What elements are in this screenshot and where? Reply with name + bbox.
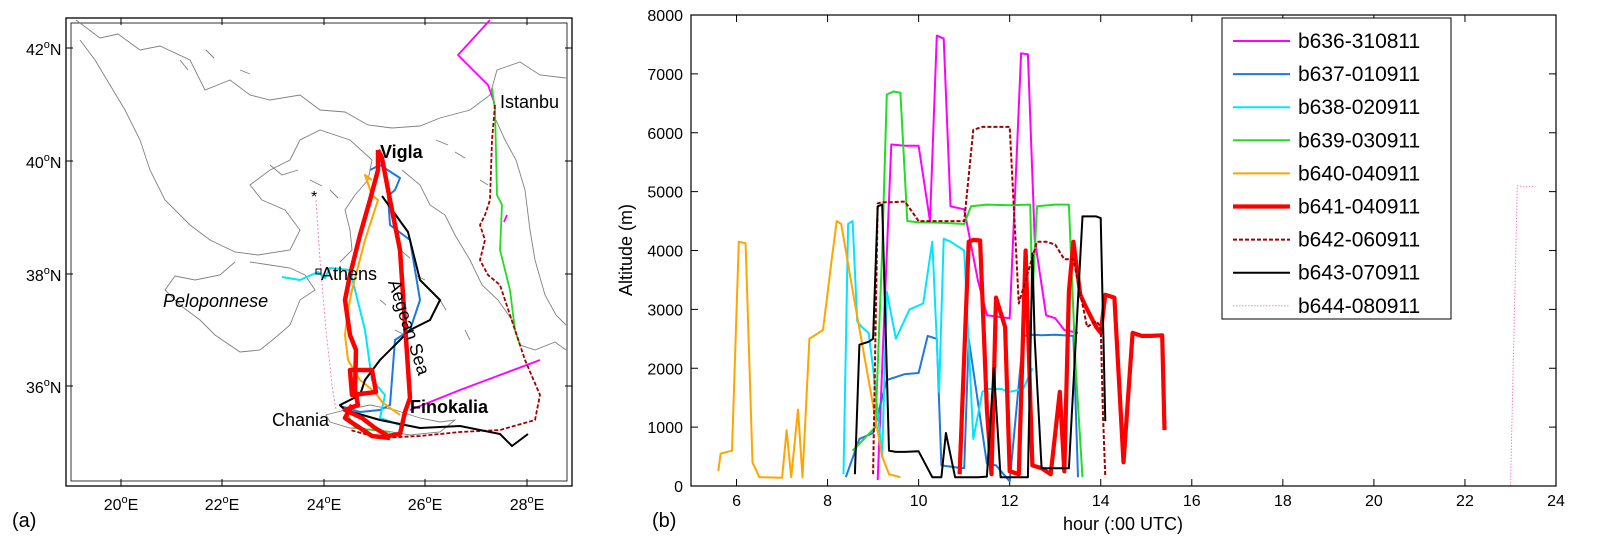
track-b644-080911 [315,199,337,411]
y-tick-label-1000: 1000 [647,420,683,437]
y-tick-label-0: 0 [674,479,683,496]
map-lon-tick-labels: 20oE 22oE 24oE 26oE 28oE [104,494,545,514]
legend: b636-310811 b637-010911 b638-020911 b639-03… [1221,17,1452,320]
legend-label-b637-010911: b637-010911 [1298,63,1420,86]
lon-tick-24: 24oE [307,494,342,514]
map-label-vigla: Vigla [380,142,424,162]
x-tick-label-12: 12 [1001,493,1019,510]
map-lat-tick-labels: 42oN 40oN 38oN 36oN [26,39,61,397]
lat-tick-38: 38oN [26,265,61,285]
series-line-b641-040911 [957,237,1167,477]
series-line-b644-080911 [1510,185,1534,487]
flight-tracks [281,19,541,447]
map-label-athens: Athens [321,264,377,284]
y-tick-label-2000: 2000 [647,361,683,378]
legend-label-b640-040911: b640-040911 [1298,162,1420,185]
chart-frame [690,14,1557,487]
x-tick-label-10: 10 [910,493,928,510]
map-panel: 42oN 40oN 38oN 36oN 20oE 22oE 24oE 26oE … [12,17,573,532]
x-tick-label-6: 6 [732,493,741,510]
series-line-b637-010911 [844,333,1079,483]
legend-label-b636-310811: b636-310811 [1298,30,1420,53]
y-tick-label-7000: 7000 [647,67,683,84]
chart-panel: 6 8 10 12 14 16 18 20 22 24 0 1000 2000 3000 4000 5000 6… [616,8,1565,534]
lat-tick-42: 42oN [26,39,61,59]
chart-series [717,34,1534,487]
series-line-b638-020911 [842,220,1034,475]
star-marker: * [311,189,317,206]
series-line-b642-060911 [872,125,1107,478]
y-tick-label-6000: 6000 [647,126,683,143]
x-tick-label-22: 22 [1456,493,1474,510]
lon-tick-22: 22oE [205,494,240,514]
lon-tick-26: 26oE [408,494,443,514]
legend-label-b643-070911: b643-070911 [1298,262,1420,285]
lon-tick-20: 20oE [104,494,139,514]
series-line-b636-310811 [876,34,1079,481]
map-label-istanbul: Istanbu [500,92,559,112]
panel-label-a: (a) [12,510,36,532]
map-ticks [66,18,572,486]
series-line-b640-040911 [717,220,901,479]
x-tick-label-20: 20 [1365,493,1383,510]
x-tick-label-8: 8 [823,493,832,510]
y-tick-label-3000: 3000 [647,302,683,319]
series-line-b639-030911 [851,90,1084,478]
y-axis-label: Altitude (m) [616,204,636,296]
legend-entries: b636-310811 b637-010911 b638-020911 b639-03… [1233,30,1420,318]
track-b642-060911 [349,104,541,439]
track-b641-040911 [342,148,413,439]
chart-tick-labels: 6 8 10 12 14 16 18 20 22 24 0 1000 2000 3000 4000 5000 6… [647,8,1565,510]
map-frame-inner [70,22,568,482]
x-tick-label-18: 18 [1274,493,1292,510]
panel-label-b: (b) [652,510,676,532]
legend-label-b638-020911: b638-020911 [1298,96,1420,119]
legend-label-b639-030911: b639-030911 [1298,129,1420,152]
map-label-finokalia: Finokalia [410,397,489,417]
x-axis-label: hour (:00 UTC) [1063,514,1183,534]
y-tick-label-4000: 4000 [647,244,683,261]
legend-box [1221,17,1452,320]
y-tick-label-5000: 5000 [647,185,683,202]
x-tick-label-14: 14 [1092,493,1110,510]
x-tick-label-24: 24 [1547,493,1565,510]
lat-tick-36: 36oN [26,377,61,397]
coastlines [75,19,567,436]
lat-tick-40: 40oN [26,152,61,172]
series-line-b643-070911 [853,203,1107,479]
map-label-chania: Chania [272,410,330,430]
legend-label-b644-080911: b644-080911 [1298,295,1420,318]
legend-label-b642-060911: b642-060911 [1298,229,1420,252]
lon-tick-28: 28oE [510,494,545,514]
athens-marker [315,268,322,275]
y-tick-label-8000: 8000 [647,8,683,25]
legend-label-b641-040911: b641-040911 [1298,196,1420,219]
track-b641-040911-loop [342,403,391,441]
x-tick-label-16: 16 [1183,493,1201,510]
map-label-peloponnese: Peloponnese [163,291,268,311]
